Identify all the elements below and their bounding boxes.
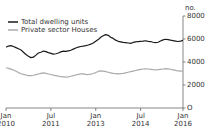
y-tick-label: 4000 — [187, 58, 205, 66]
x-tick-label: Jan2013 — [87, 112, 105, 128]
y-tick — [183, 62, 186, 63]
line-series — [6, 68, 183, 77]
x-tick — [95, 108, 96, 111]
legend-swatch — [8, 29, 18, 31]
plot-area — [6, 35, 183, 78]
x-tick — [183, 108, 184, 111]
legend-label: Private sector Houses — [21, 26, 97, 34]
y-tick-label: O — [187, 104, 193, 112]
legend-label: Total dwelling units — [20, 18, 89, 26]
y-axis-label: no. — [185, 4, 196, 12]
x-tick-label: Jan2010 — [0, 112, 15, 128]
legend: Total dwelling unitsPrivate sector House… — [8, 18, 97, 34]
line-series — [6, 35, 183, 58]
y-tick — [183, 108, 186, 109]
x-axis — [6, 108, 183, 109]
y-tick — [183, 39, 186, 40]
y-tick — [183, 16, 186, 17]
y-tick-label: 2000 — [187, 81, 205, 89]
x-tick — [140, 108, 141, 111]
chart: O 2000 4000 6000 8000 Jan2010 Jul2011 Jan2013 Ju… — [0, 0, 215, 132]
y-tick-label: 8000 — [187, 12, 205, 20]
x-tick-label: Jul2011 — [42, 112, 60, 128]
x-tick-label: Jan2016 — [174, 112, 192, 128]
y-axis — [183, 16, 184, 108]
x-tick — [6, 108, 7, 111]
y-tick — [183, 85, 186, 86]
x-tick-label: Jul2014 — [132, 112, 150, 128]
legend-swatch — [8, 21, 18, 23]
x-tick — [50, 108, 51, 111]
y-tick-label: 6000 — [187, 35, 205, 43]
